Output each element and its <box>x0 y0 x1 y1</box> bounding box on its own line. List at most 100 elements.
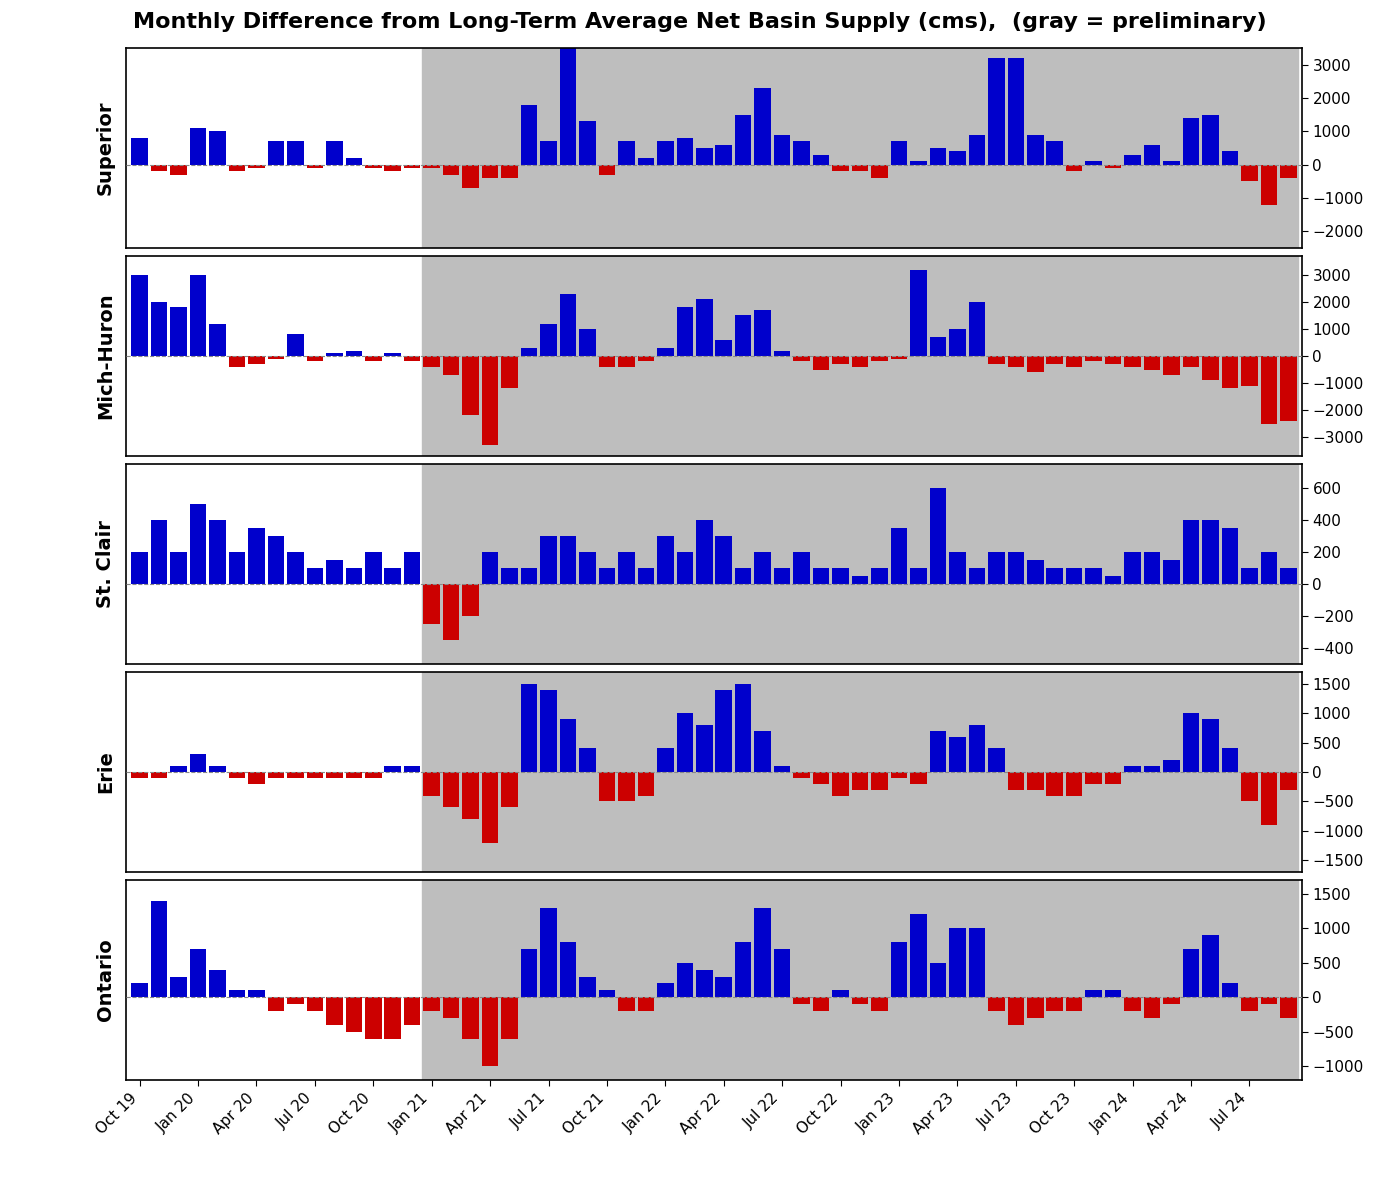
Bar <box>405 766 420 772</box>
Bar <box>949 151 966 164</box>
Bar <box>365 997 382 1039</box>
Bar <box>421 880 1298 1080</box>
Bar <box>462 997 479 1039</box>
Bar <box>715 536 732 584</box>
Bar <box>287 772 304 778</box>
Bar <box>1280 356 1296 421</box>
Bar <box>307 356 323 361</box>
Bar <box>813 356 829 370</box>
Bar <box>969 929 986 997</box>
Bar <box>385 997 400 1039</box>
Bar <box>326 142 343 164</box>
Bar <box>1105 772 1121 784</box>
Bar <box>307 568 323 584</box>
Bar <box>813 772 829 784</box>
Bar <box>1008 356 1023 367</box>
Bar <box>988 356 1005 364</box>
Bar <box>326 997 343 1025</box>
Bar <box>560 719 577 772</box>
Bar <box>442 584 459 640</box>
Bar <box>190 128 206 164</box>
Bar <box>910 270 927 356</box>
Bar <box>794 997 809 1004</box>
Bar <box>715 340 732 356</box>
Bar <box>482 997 498 1067</box>
Bar <box>949 329 966 356</box>
Bar <box>755 731 771 772</box>
Bar <box>1144 356 1161 370</box>
Bar <box>365 772 382 778</box>
Bar <box>540 536 557 584</box>
Bar <box>151 772 168 778</box>
Bar <box>657 142 673 164</box>
Bar <box>755 552 771 584</box>
Bar <box>1028 560 1043 584</box>
Bar <box>1222 151 1238 164</box>
Bar <box>696 725 713 772</box>
Bar <box>832 164 848 172</box>
Bar <box>1183 356 1200 367</box>
Bar <box>1203 719 1219 772</box>
Bar <box>132 552 148 584</box>
Bar <box>1163 997 1180 1004</box>
Bar <box>832 356 848 364</box>
Bar <box>482 552 498 584</box>
Bar <box>657 536 673 584</box>
Bar <box>1065 356 1082 367</box>
Bar <box>423 164 440 168</box>
Bar <box>385 164 400 172</box>
Bar <box>988 552 1005 584</box>
Bar <box>735 568 752 584</box>
Bar <box>1144 766 1161 772</box>
Bar <box>365 164 382 168</box>
Bar <box>521 568 538 584</box>
Bar <box>696 970 713 997</box>
Bar <box>637 568 654 584</box>
Bar <box>1046 356 1063 364</box>
Bar <box>794 772 809 778</box>
Bar <box>851 164 868 172</box>
Bar <box>462 584 479 616</box>
Bar <box>755 88 771 164</box>
Bar <box>228 552 245 584</box>
Bar <box>988 58 1005 164</box>
Bar <box>385 766 400 772</box>
Bar <box>248 990 265 997</box>
Bar <box>248 528 265 584</box>
Bar <box>1144 997 1161 1018</box>
Bar <box>540 142 557 164</box>
Bar <box>1028 772 1043 790</box>
Bar <box>346 772 363 778</box>
Bar <box>171 766 186 772</box>
Bar <box>151 164 168 172</box>
Bar <box>715 977 732 997</box>
Bar <box>755 907 771 997</box>
Bar <box>1183 520 1200 584</box>
Bar <box>132 984 148 997</box>
Bar <box>151 302 168 356</box>
Bar <box>813 155 829 164</box>
Bar <box>871 164 888 178</box>
Bar <box>969 725 986 772</box>
Bar <box>326 560 343 584</box>
Bar <box>1105 990 1121 997</box>
Bar <box>1242 356 1257 385</box>
Bar <box>1280 997 1296 1018</box>
Bar <box>1183 949 1200 997</box>
Bar <box>287 142 304 164</box>
Bar <box>580 552 596 584</box>
Bar <box>151 901 168 997</box>
Bar <box>132 772 148 778</box>
Bar <box>132 275 148 356</box>
Bar <box>774 350 791 356</box>
Bar <box>1222 749 1238 772</box>
Bar <box>657 984 673 997</box>
Bar <box>735 942 752 997</box>
Bar <box>1242 568 1257 584</box>
Bar <box>1260 356 1277 424</box>
Bar <box>209 970 225 997</box>
Bar <box>1065 164 1082 172</box>
Bar <box>930 731 946 772</box>
Bar <box>735 115 752 164</box>
Bar <box>423 356 440 367</box>
